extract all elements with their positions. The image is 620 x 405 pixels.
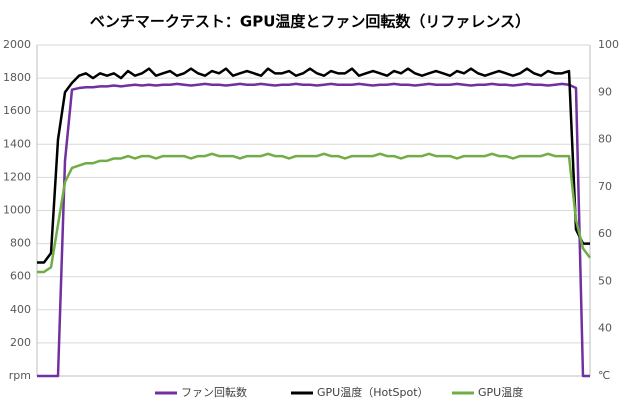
y2-tick-label: 70 xyxy=(598,180,612,193)
series-line xyxy=(37,82,590,378)
series-line xyxy=(37,67,590,264)
y2-tick-label: 90 xyxy=(598,85,612,98)
y-tick-label: rpm xyxy=(9,369,31,382)
y-tick-label: 200 xyxy=(10,336,31,349)
y2-tick-label: ℃ xyxy=(598,369,610,382)
y-tick-label: 1000 xyxy=(3,204,31,217)
y2-tick-label: 100 xyxy=(598,38,619,51)
y-tick-label: 1400 xyxy=(3,137,31,150)
y-tick-label: 1800 xyxy=(3,71,31,84)
y2-tick-label: 40 xyxy=(598,322,612,335)
y-tick-label: 1600 xyxy=(3,104,31,117)
y-tick-label: 2000 xyxy=(3,38,31,51)
chart-title: ベンチマークテスト：GPU温度とファン回転数（リファレンス） xyxy=(90,13,530,31)
y2-tick-label: 60 xyxy=(598,227,612,240)
y-tick-label: 1200 xyxy=(3,170,31,183)
y-tick-label: 600 xyxy=(10,270,31,283)
legend-label: GPU温度（HotSpot） xyxy=(317,385,429,399)
legend-label: ファン回転数 xyxy=(181,386,247,399)
y-tick-label: 400 xyxy=(10,303,31,316)
legend-label: GPU温度 xyxy=(478,385,523,399)
y2-tick-label: 50 xyxy=(598,274,612,287)
series-line xyxy=(37,152,592,274)
y-tick-label: 800 xyxy=(10,237,31,250)
y2-tick-label: 80 xyxy=(598,133,612,146)
